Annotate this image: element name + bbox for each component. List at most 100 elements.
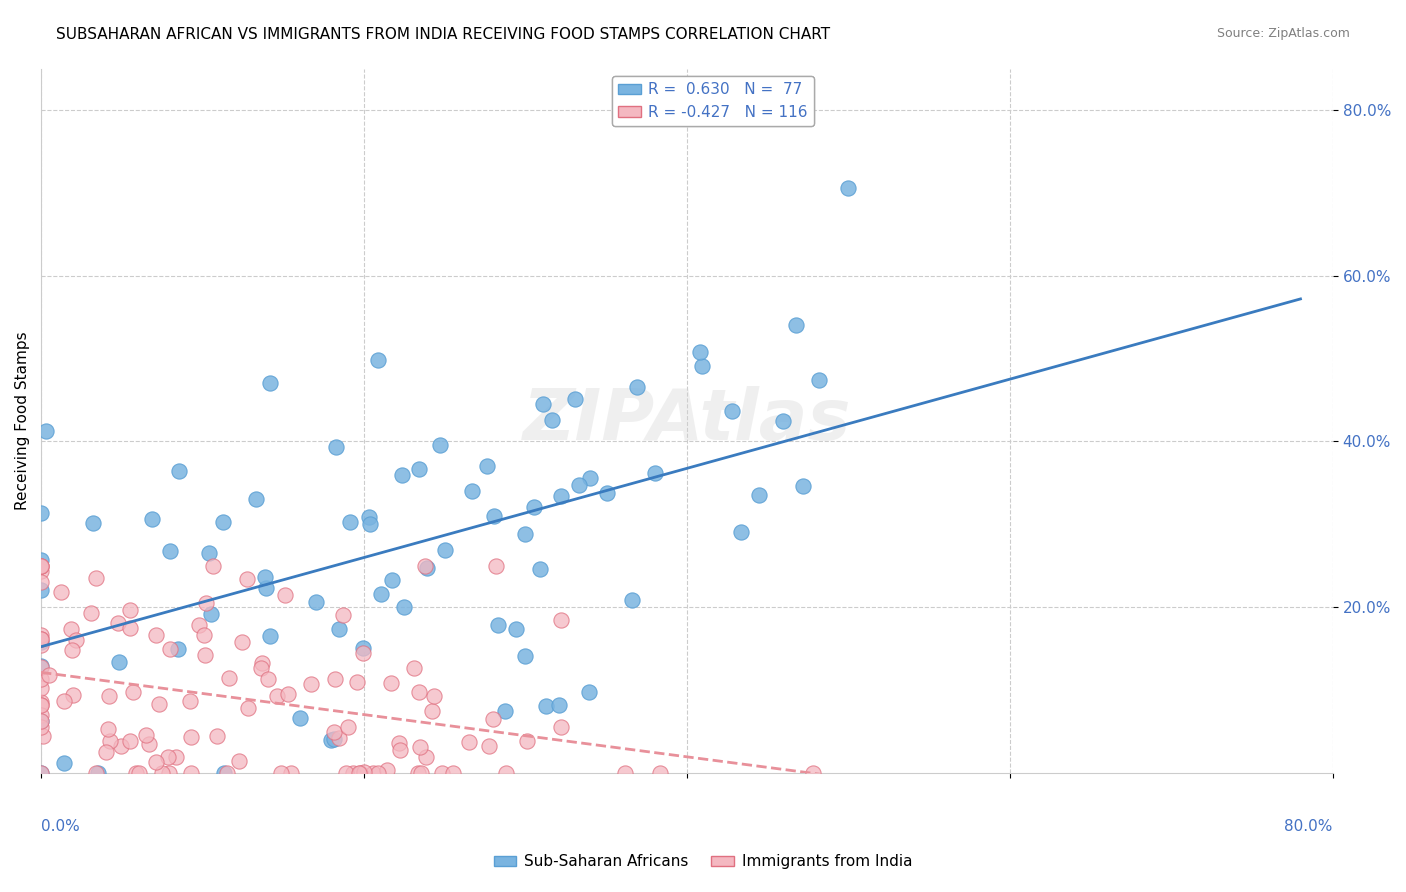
Point	[120, 622, 142, 636]
Point	[540, 413, 562, 427]
Point	[434, 542, 457, 557]
Point	[145, 627, 167, 641]
Point	[689, 345, 711, 359]
Point	[80, 607, 103, 621]
Point	[614, 765, 637, 780]
Point	[30, 552, 52, 566]
Point	[392, 600, 415, 615]
Point	[346, 674, 368, 689]
Point	[30, 681, 52, 695]
Point	[408, 685, 430, 699]
Point	[266, 689, 288, 703]
Point	[550, 720, 572, 734]
Point	[367, 765, 389, 780]
Point	[259, 376, 281, 390]
Point	[375, 763, 398, 777]
Point	[406, 765, 429, 780]
Point	[270, 765, 292, 780]
Point	[408, 462, 430, 476]
Point	[110, 739, 132, 754]
Point	[534, 699, 557, 714]
Point	[254, 570, 277, 584]
Point	[107, 616, 129, 631]
Point	[35, 425, 58, 439]
Point	[523, 500, 546, 514]
Point	[30, 558, 52, 573]
Point	[228, 754, 250, 768]
Point	[803, 765, 825, 780]
Text: ZIPAtlas: ZIPAtlas	[523, 386, 851, 455]
Point	[38, 667, 60, 681]
Point	[202, 558, 225, 573]
Text: 80.0%: 80.0%	[1285, 819, 1333, 833]
Point	[352, 646, 374, 660]
Point	[165, 749, 187, 764]
Point	[477, 459, 499, 474]
Text: SUBSAHARAN AFRICAN VS IMMIGRANTS FROM INDIA RECEIVING FOOD STAMPS CORRELATION CH: SUBSAHARAN AFRICAN VS IMMIGRANTS FROM IN…	[56, 27, 831, 42]
Point	[97, 689, 120, 703]
Point	[621, 593, 644, 607]
Point	[349, 765, 371, 780]
Point	[486, 618, 509, 632]
Point	[564, 392, 586, 406]
Point	[30, 659, 52, 673]
Point	[97, 722, 120, 736]
Point	[380, 675, 402, 690]
Point	[145, 755, 167, 769]
Point	[349, 765, 371, 780]
Point	[236, 701, 259, 715]
Point	[60, 643, 83, 657]
Point	[122, 684, 145, 698]
Point	[288, 711, 311, 725]
Point	[30, 672, 52, 686]
Point	[159, 544, 181, 558]
Legend: Sub-Saharan Africans, Immigrants from India: Sub-Saharan Africans, Immigrants from In…	[488, 848, 918, 875]
Point	[30, 698, 52, 712]
Point	[30, 574, 52, 589]
Point	[328, 731, 350, 745]
Point	[30, 720, 52, 734]
Point	[690, 359, 713, 373]
Point	[323, 725, 346, 739]
Point	[359, 516, 381, 531]
Point	[245, 491, 267, 506]
Point	[550, 489, 572, 503]
Point	[30, 714, 52, 728]
Point	[332, 607, 354, 622]
Point	[481, 712, 503, 726]
Point	[30, 765, 52, 780]
Point	[30, 558, 52, 573]
Point	[381, 573, 404, 587]
Point	[513, 527, 536, 541]
Point	[578, 684, 600, 698]
Point	[198, 546, 221, 560]
Point	[53, 756, 76, 771]
Y-axis label: Receiving Food Stamps: Receiving Food Stamps	[15, 331, 30, 510]
Point	[84, 571, 107, 585]
Text: Source: ZipAtlas.com: Source: ZipAtlas.com	[1216, 27, 1350, 40]
Point	[391, 468, 413, 483]
Point	[319, 732, 342, 747]
Point	[194, 596, 217, 610]
Point	[550, 613, 572, 627]
Point	[441, 765, 464, 780]
Point	[389, 743, 412, 757]
Point	[485, 558, 508, 573]
Point	[30, 582, 52, 597]
Point	[212, 765, 235, 780]
Point	[128, 765, 150, 780]
Point	[325, 440, 347, 454]
Point	[342, 765, 364, 780]
Point	[277, 687, 299, 701]
Point	[644, 467, 666, 481]
Point	[193, 628, 215, 642]
Point	[792, 479, 814, 493]
Point	[409, 765, 432, 780]
Point	[478, 739, 501, 753]
Point	[505, 622, 527, 636]
Point	[402, 661, 425, 675]
Point	[299, 676, 322, 690]
Point	[53, 694, 76, 708]
Point	[30, 632, 52, 647]
Point	[187, 618, 209, 632]
